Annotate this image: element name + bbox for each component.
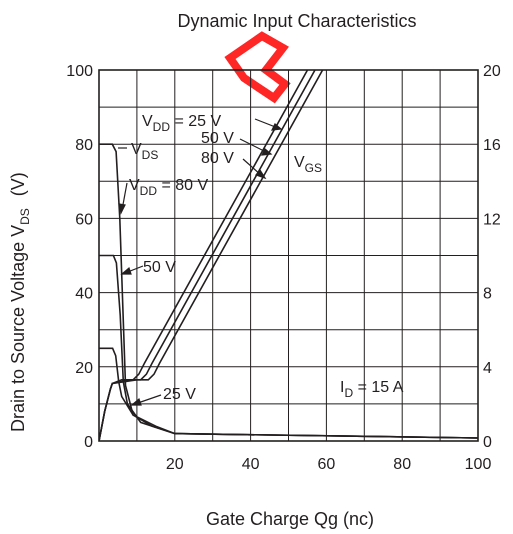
label-vds-25: 25 V (163, 386, 196, 403)
x-tick-label: 60 (318, 456, 336, 473)
y-left-tick-label: 20 (75, 360, 93, 377)
y-right-tick-label: 0 (483, 434, 492, 451)
label-vds-50: 50 V (143, 259, 176, 276)
watermark-logo (224, 31, 291, 104)
y-right-tick-label: 4 (483, 360, 492, 377)
label-vdd-80-vds: VDD = 80 V (129, 177, 208, 198)
y-left-tick-label: 100 (66, 63, 93, 80)
x-axis-ticks: 20 40 60 80 100 (166, 456, 492, 473)
label-vdd-50: 50 V (201, 130, 234, 147)
y-left-tick-label: 40 (75, 286, 93, 303)
y-right-tick-label: 8 (483, 286, 492, 303)
x-tick-label: 40 (242, 456, 260, 473)
y-axis-label: Drain to Source Voltage VDS(V) (8, 172, 32, 432)
y-left-tick-label: 80 (75, 137, 93, 154)
chart-title: Dynamic Input Characteristics (177, 11, 416, 31)
label-vds: VDS (131, 141, 158, 162)
annotation-arrows (118, 118, 283, 406)
vgs-curve-vdd-80 (99, 70, 324, 441)
x-tick-label: 80 (393, 456, 411, 473)
y-right-tick-label: 12 (483, 211, 501, 228)
y-left-tick-label: 0 (84, 434, 93, 451)
x-axis-label: Gate Charge Qg (nc) (206, 509, 374, 529)
label-vdd-80: 80 V (201, 150, 234, 167)
y-right-tick-label: 20 (483, 63, 501, 80)
label-vdd-25: VDD = 25 V (142, 113, 221, 134)
y-axis-ticks: 0 20 40 60 80 100 0 4 8 12 16 20 (66, 63, 501, 451)
x-tick-label: 100 (465, 456, 492, 473)
label-vgs: VGS (294, 154, 322, 175)
vds-curve-vdd-25 (99, 347, 478, 439)
curves (99, 70, 478, 441)
y-left-tick-label: 60 (75, 211, 93, 228)
label-id: ID = 15 A (340, 379, 404, 400)
y-right-tick-label: 16 (483, 137, 501, 154)
x-tick-label: 20 (166, 456, 184, 473)
annotations: VDD = 25 V 50 V 80 V VDS VDD = 80 V VGS … (129, 113, 404, 403)
